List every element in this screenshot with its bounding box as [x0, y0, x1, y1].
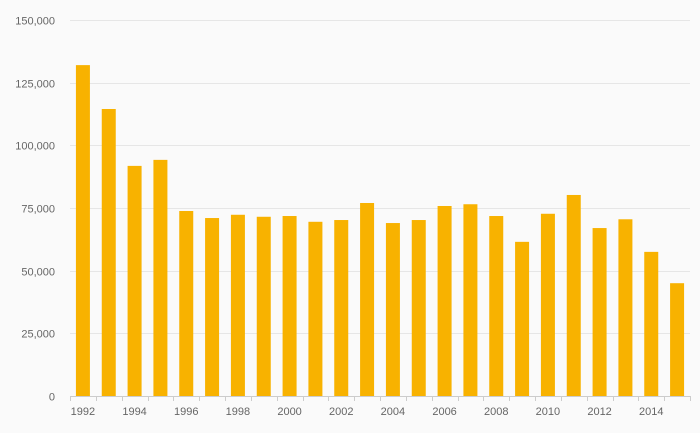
y-tick-label: 50,000 [21, 267, 55, 279]
bar-2005 [411, 220, 426, 396]
bar-1993 [101, 108, 116, 397]
bar-1994 [127, 165, 142, 396]
x-tick-label: 1994 [122, 406, 146, 418]
y-tick-label: 150,000 [15, 16, 55, 28]
bar-2006 [437, 205, 452, 396]
bar-1992 [75, 65, 90, 397]
bar-1996 [179, 211, 194, 396]
y-tick-label: 75,000 [21, 204, 55, 216]
bar-2003 [360, 202, 375, 396]
grid-lines [70, 20, 690, 334]
y-tick-label: 125,000 [15, 79, 55, 91]
bar-2010 [540, 213, 555, 396]
x-tick-label: 2004 [381, 406, 405, 418]
bar-2002 [334, 220, 349, 396]
bar-2004 [385, 223, 400, 396]
y-tick-label: 25,000 [21, 329, 55, 341]
x-tick-label: 1992 [71, 406, 95, 418]
bar-2000 [282, 216, 297, 396]
axes [70, 396, 691, 401]
y-tick-label: 100,000 [15, 141, 55, 153]
bar-2014 [644, 251, 659, 396]
x-tick-label: 2010 [536, 406, 560, 418]
bar-1998 [230, 214, 245, 396]
bar-2011 [566, 194, 581, 396]
bar-1997 [205, 218, 220, 396]
bar-1999 [256, 216, 271, 396]
bar-2008 [489, 216, 504, 396]
x-tick-label: 2002 [329, 406, 353, 418]
x-tick-label: 2012 [587, 406, 611, 418]
bar-2007 [463, 204, 478, 396]
x-tick-label: 2014 [639, 406, 663, 418]
bar-2015 [670, 283, 685, 396]
x-axis-tick-labels: 1992 1994 1996 1998 2000 2002 2004 2006 2008 2010… [71, 406, 664, 418]
x-tick-label: 2000 [277, 406, 301, 418]
bar-2013 [618, 219, 633, 396]
y-axis-tick-labels: 0 25,000 50,000 75,000 100,000 125,000 150,000 [15, 16, 55, 404]
x-tick-label: 1998 [226, 406, 250, 418]
x-tick-label: 2008 [484, 406, 508, 418]
x-tick-label: 2006 [432, 406, 456, 418]
bar-1995 [153, 159, 168, 396]
y-tick-label: 0 [49, 392, 55, 404]
x-tick-label: 1996 [174, 406, 198, 418]
bars [75, 65, 685, 397]
bar-2009 [515, 241, 530, 396]
bar-2012 [592, 228, 607, 396]
bar-2001 [308, 221, 323, 396]
